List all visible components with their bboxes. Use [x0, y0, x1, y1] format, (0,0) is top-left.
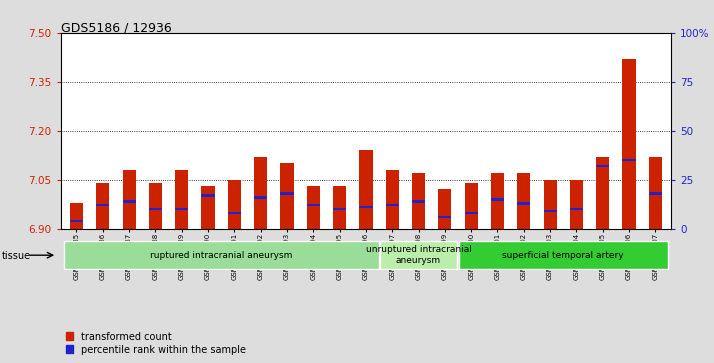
Bar [70, 203, 83, 229]
Bar [228, 212, 241, 214]
Bar [281, 192, 293, 195]
Bar [649, 192, 662, 195]
Bar [333, 208, 346, 211]
Bar [333, 186, 346, 229]
Text: superficial temporal artery: superficial temporal artery [503, 250, 624, 260]
Bar [517, 202, 531, 204]
Bar [228, 180, 241, 229]
Legend: transformed count, percentile rank within the sample: transformed count, percentile rank withi… [66, 331, 246, 355]
Bar [359, 150, 373, 229]
Bar [123, 200, 136, 203]
Bar [491, 198, 504, 201]
Bar [623, 159, 635, 162]
Bar [596, 157, 609, 229]
Bar [465, 183, 478, 229]
Bar [70, 220, 83, 222]
Bar [96, 204, 109, 207]
Bar [175, 170, 188, 229]
Bar [438, 189, 451, 229]
Bar [123, 170, 136, 229]
Bar [254, 157, 267, 229]
Text: GDS5186 / 12936: GDS5186 / 12936 [61, 22, 171, 35]
Text: unruptured intracranial
aneurysm: unruptured intracranial aneurysm [366, 245, 471, 265]
Bar [96, 183, 109, 229]
FancyBboxPatch shape [64, 241, 378, 269]
Bar [201, 186, 215, 229]
Bar [412, 200, 425, 203]
FancyBboxPatch shape [458, 241, 668, 269]
Bar [254, 196, 267, 199]
Bar [281, 163, 293, 229]
Bar [543, 180, 557, 229]
Bar [570, 208, 583, 211]
FancyBboxPatch shape [380, 241, 458, 269]
Bar [307, 204, 320, 207]
Bar [386, 204, 399, 207]
Bar [149, 183, 162, 229]
Text: ruptured intracranial aneurysm: ruptured intracranial aneurysm [150, 250, 293, 260]
Bar [201, 194, 215, 197]
Bar [465, 212, 478, 214]
Bar [491, 173, 504, 229]
Bar [570, 180, 583, 229]
Bar [149, 208, 162, 211]
Bar [543, 210, 557, 212]
Bar [649, 157, 662, 229]
Bar [596, 165, 609, 167]
Bar [623, 59, 635, 229]
Text: tissue: tissue [1, 251, 31, 261]
Bar [359, 206, 373, 208]
Bar [438, 216, 451, 218]
Bar [175, 208, 188, 211]
Bar [412, 173, 425, 229]
Bar [517, 173, 531, 229]
Bar [386, 170, 399, 229]
Bar [307, 186, 320, 229]
